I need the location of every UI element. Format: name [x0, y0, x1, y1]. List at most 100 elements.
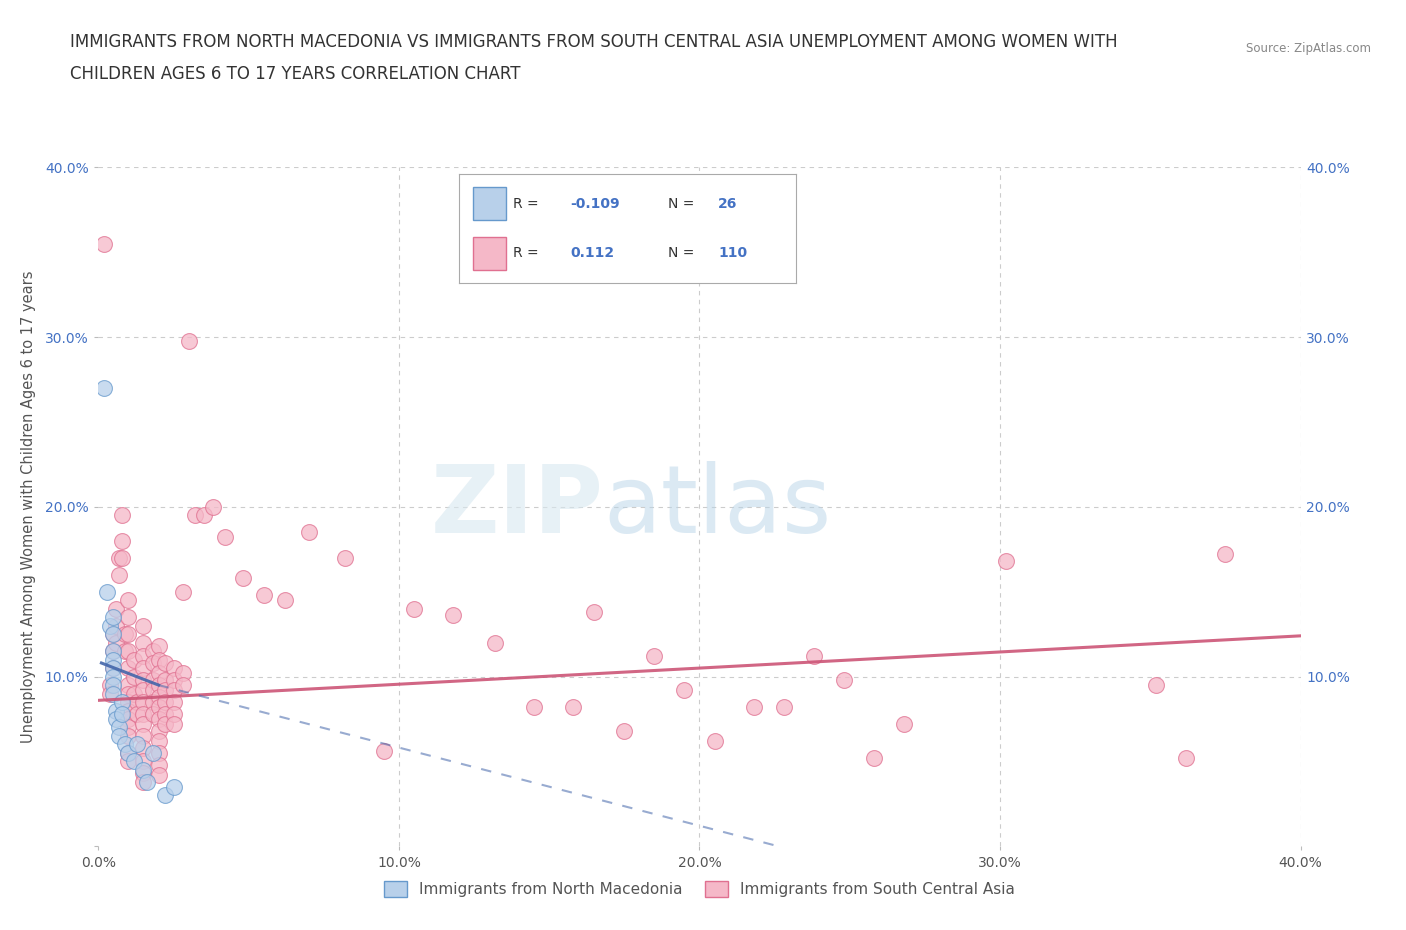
Point: [141, 695, 163, 710]
Point: [117, 720, 139, 735]
Point: [153, 695, 176, 710]
Text: Source: ZipAtlas.com: Source: ZipAtlas.com: [1246, 42, 1371, 55]
Point: [333, 551, 356, 565]
Point: [193, 508, 215, 523]
Point: [132, 707, 155, 722]
Point: [111, 707, 134, 722]
Point: [183, 508, 205, 523]
Text: ZIP: ZIP: [430, 461, 603, 552]
Point: [172, 666, 194, 681]
Point: [132, 717, 155, 732]
Point: [114, 627, 136, 642]
Point: [177, 333, 200, 348]
Point: [162, 672, 184, 687]
Point: [172, 584, 194, 599]
Point: [108, 551, 131, 565]
Point: [117, 610, 139, 625]
Text: atlas: atlas: [603, 461, 831, 552]
Point: [253, 588, 276, 603]
Point: [153, 672, 176, 687]
Point: [103, 644, 125, 658]
Point: [117, 644, 139, 658]
Point: [108, 567, 131, 582]
Point: [148, 757, 170, 772]
Point: [132, 672, 155, 687]
Point: [148, 746, 170, 761]
Point: [114, 737, 136, 752]
Point: [148, 666, 170, 681]
Point: [117, 660, 139, 675]
Point: [117, 678, 139, 693]
Point: [127, 707, 149, 722]
Point: [1175, 751, 1198, 765]
Point: [162, 717, 184, 732]
Point: [148, 652, 170, 667]
Point: [117, 746, 139, 761]
Point: [124, 686, 146, 701]
Point: [117, 686, 139, 701]
Point: [132, 695, 155, 710]
Point: [141, 683, 163, 698]
Point: [103, 627, 125, 642]
Point: [893, 717, 915, 732]
Point: [117, 703, 139, 718]
Point: [742, 699, 765, 714]
Point: [127, 695, 149, 710]
Point: [103, 660, 125, 675]
Point: [132, 683, 155, 698]
Point: [108, 728, 131, 743]
Point: [162, 695, 184, 710]
Point: [141, 707, 163, 722]
Point: [103, 627, 125, 642]
Point: [103, 678, 125, 693]
Point: [583, 604, 606, 619]
Point: [562, 699, 585, 714]
Point: [103, 610, 125, 625]
Point: [103, 644, 125, 658]
Legend: Immigrants from North Macedonia, Immigrants from South Central Asia: Immigrants from North Macedonia, Immigra…: [378, 875, 1021, 903]
Point: [100, 618, 122, 633]
Point: [484, 635, 506, 650]
Point: [1215, 547, 1237, 562]
Point: [105, 711, 128, 726]
Point: [803, 649, 825, 664]
Point: [148, 678, 170, 693]
Point: [132, 660, 155, 675]
Point: [148, 711, 170, 726]
Point: [132, 740, 155, 755]
Point: [162, 779, 184, 794]
Point: [153, 683, 176, 698]
Point: [132, 763, 155, 777]
Y-axis label: Unemployment Among Women with Children Ages 6 to 17 years: Unemployment Among Women with Children A…: [21, 271, 37, 743]
Point: [124, 652, 146, 667]
Point: [93, 380, 115, 395]
Point: [100, 686, 122, 701]
Point: [214, 530, 236, 545]
Point: [613, 724, 636, 738]
Point: [100, 678, 122, 693]
Point: [132, 728, 155, 743]
Point: [141, 746, 163, 761]
Point: [862, 751, 884, 765]
Point: [274, 592, 297, 607]
Point: [124, 670, 146, 684]
Point: [148, 689, 170, 704]
Point: [103, 670, 125, 684]
Point: [93, 236, 115, 251]
Point: [108, 720, 131, 735]
Point: [111, 508, 134, 523]
Point: [117, 695, 139, 710]
Point: [162, 707, 184, 722]
Point: [103, 686, 125, 701]
Point: [105, 618, 128, 633]
Point: [105, 635, 128, 650]
Point: [995, 553, 1018, 568]
Point: [153, 717, 176, 732]
Point: [124, 754, 146, 769]
Point: [373, 744, 395, 759]
Point: [132, 649, 155, 664]
Point: [111, 534, 134, 549]
Point: [148, 699, 170, 714]
Point: [135, 775, 157, 790]
Point: [153, 788, 176, 803]
